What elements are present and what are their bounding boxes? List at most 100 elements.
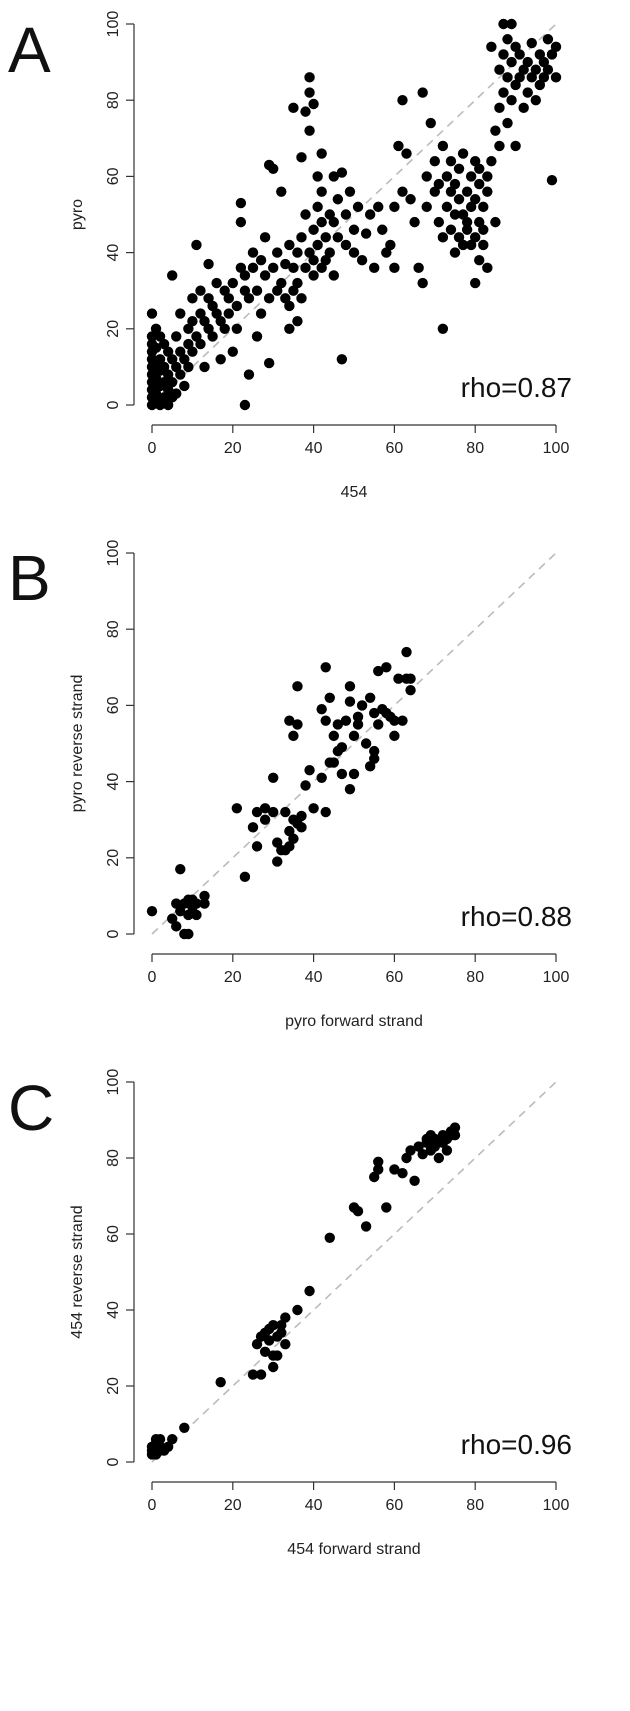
data-point	[449, 247, 461, 258]
data-point	[441, 1145, 453, 1156]
data-point	[304, 72, 315, 83]
data-point	[158, 338, 170, 350]
data-point	[453, 194, 465, 205]
data-point	[162, 384, 174, 395]
data-point	[494, 64, 505, 75]
data-point	[199, 315, 210, 327]
x-tick-label: 60	[386, 440, 404, 457]
data-point	[243, 369, 255, 380]
data-point	[490, 125, 501, 136]
x-tick-label: 60	[386, 1497, 404, 1514]
data-point	[393, 140, 404, 152]
data-point	[522, 56, 533, 68]
data-point	[401, 646, 412, 658]
data-point	[280, 258, 291, 270]
data-point	[239, 871, 251, 883]
data-point	[280, 806, 291, 818]
data-point	[336, 167, 348, 178]
data-point	[292, 681, 303, 692]
x-axis-title: 454 forward strand	[287, 1541, 420, 1558]
data-point	[239, 270, 251, 281]
data-point	[336, 354, 348, 365]
data-point	[348, 768, 360, 780]
data-point	[498, 87, 509, 98]
data-point	[316, 772, 327, 783]
data-point	[288, 102, 299, 114]
data-point	[300, 780, 311, 791]
data-point	[316, 216, 327, 228]
data-point	[409, 216, 420, 228]
data-point	[308, 803, 319, 814]
y-tick-label: 20	[105, 320, 122, 338]
data-point	[276, 277, 287, 289]
data-point	[344, 784, 356, 795]
data-point	[478, 224, 489, 235]
data-point	[259, 1346, 271, 1358]
data-point	[288, 285, 299, 296]
data-point	[457, 209, 469, 220]
data-point	[158, 376, 170, 388]
x-tick-label: 100	[543, 969, 570, 986]
data-point	[255, 1369, 267, 1380]
data-point	[211, 308, 222, 319]
data-point	[393, 673, 404, 684]
data-point	[199, 361, 210, 373]
x-axis-title: pyro forward strand	[285, 1013, 423, 1030]
data-point	[263, 1335, 275, 1346]
data-point	[425, 117, 436, 129]
data-point	[360, 1221, 372, 1232]
data-point	[433, 178, 445, 190]
y-tick-label: 0	[105, 1457, 122, 1466]
data-point	[304, 125, 315, 136]
data-point	[276, 1327, 287, 1339]
x-tick-label: 20	[224, 969, 242, 986]
data-point	[288, 833, 299, 844]
data-point	[332, 719, 344, 730]
data-point	[296, 232, 307, 243]
data-point	[179, 1422, 190, 1434]
data-point	[482, 262, 493, 274]
data-point	[514, 72, 525, 83]
data-point	[465, 201, 477, 213]
data-point	[449, 178, 461, 190]
data-point	[215, 1377, 226, 1388]
data-point	[146, 308, 158, 319]
data-point	[272, 285, 283, 296]
data-point	[445, 186, 457, 197]
data-point	[474, 178, 485, 190]
data-point	[437, 140, 449, 152]
data-point	[179, 354, 190, 365]
data-point	[259, 814, 271, 825]
data-point	[364, 209, 376, 220]
data-point	[219, 323, 230, 334]
data-point	[272, 247, 283, 258]
data-point	[550, 41, 562, 53]
data-point	[167, 376, 178, 388]
data-point	[175, 905, 186, 917]
data-point	[268, 806, 279, 818]
data-point	[288, 730, 299, 742]
data-point	[421, 201, 432, 213]
data-point	[340, 209, 352, 220]
data-point	[356, 700, 368, 711]
data-point	[344, 186, 356, 197]
data-point	[429, 1133, 440, 1145]
data-point	[328, 730, 339, 742]
data-point	[154, 1434, 166, 1445]
data-point	[352, 1206, 364, 1217]
data-point	[324, 247, 335, 258]
data-point	[154, 399, 166, 411]
data-point	[300, 262, 311, 274]
data-point	[534, 49, 546, 60]
data-point	[195, 285, 206, 296]
data-point	[292, 277, 303, 289]
data-point	[498, 49, 509, 60]
y-tick-label: 40	[105, 1301, 122, 1319]
data-point	[526, 72, 537, 83]
data-point	[187, 346, 198, 357]
data-point	[304, 247, 315, 258]
data-point	[251, 331, 263, 342]
data-point	[308, 255, 319, 266]
data-point	[304, 87, 315, 98]
data-point	[259, 803, 271, 814]
